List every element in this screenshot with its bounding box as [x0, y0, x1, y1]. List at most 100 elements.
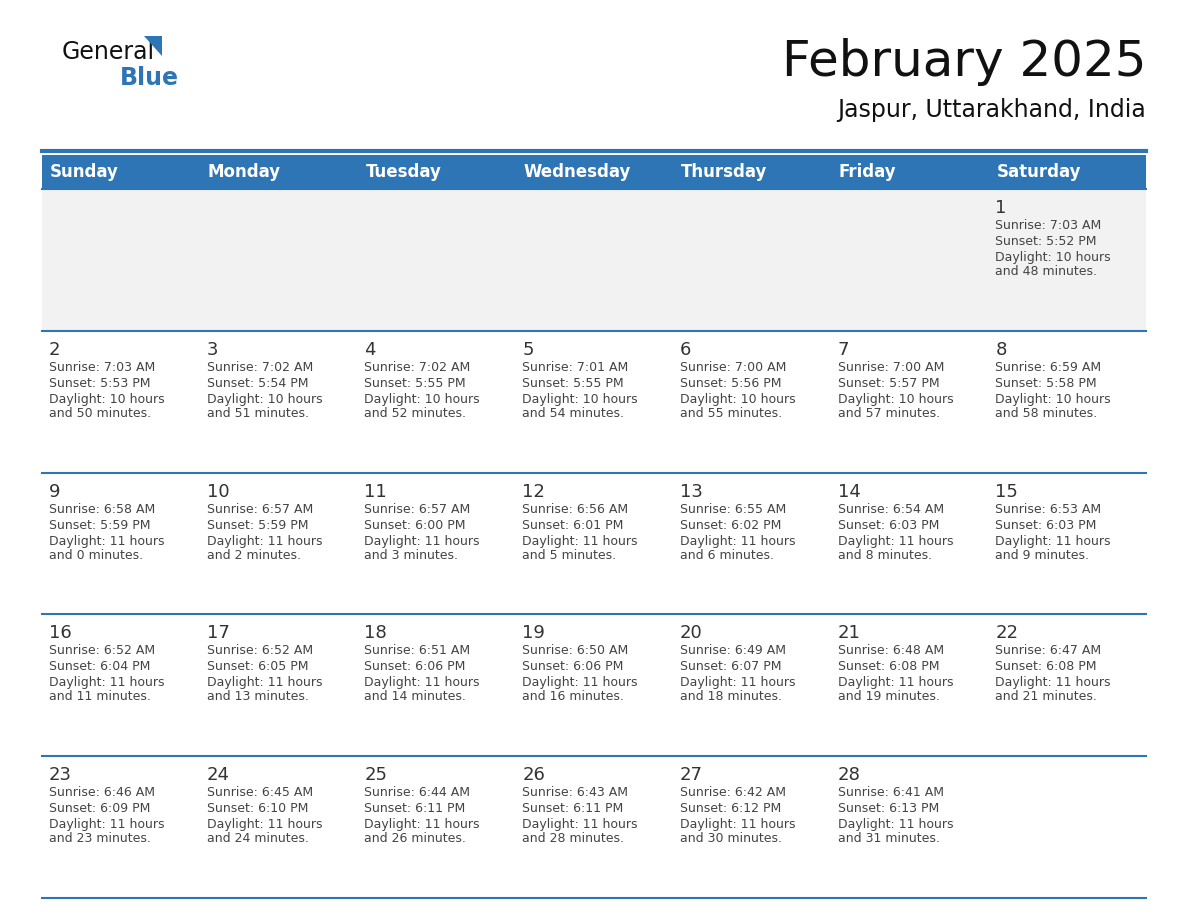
- Text: and 3 minutes.: and 3 minutes.: [365, 549, 459, 562]
- Text: 12: 12: [523, 483, 545, 500]
- Text: Daylight: 10 hours: Daylight: 10 hours: [207, 393, 322, 406]
- Text: Sunset: 5:58 PM: Sunset: 5:58 PM: [996, 376, 1097, 390]
- Text: 13: 13: [680, 483, 703, 500]
- Text: Sunrise: 6:43 AM: Sunrise: 6:43 AM: [523, 786, 628, 800]
- Text: Daylight: 10 hours: Daylight: 10 hours: [49, 393, 165, 406]
- Text: and 11 minutes.: and 11 minutes.: [49, 690, 151, 703]
- Text: Blue: Blue: [120, 66, 179, 90]
- Text: 10: 10: [207, 483, 229, 500]
- Text: Sunrise: 6:47 AM: Sunrise: 6:47 AM: [996, 644, 1101, 657]
- Text: Daylight: 11 hours: Daylight: 11 hours: [49, 818, 164, 831]
- Text: Sunrise: 7:02 AM: Sunrise: 7:02 AM: [207, 361, 312, 374]
- Text: and 0 minutes.: and 0 minutes.: [49, 549, 143, 562]
- Text: 8: 8: [996, 341, 1006, 359]
- Text: Sunset: 6:08 PM: Sunset: 6:08 PM: [838, 660, 939, 674]
- Text: 21: 21: [838, 624, 860, 643]
- Text: Daylight: 11 hours: Daylight: 11 hours: [838, 534, 953, 548]
- Text: Sunrise: 7:00 AM: Sunrise: 7:00 AM: [838, 361, 944, 374]
- Text: 26: 26: [523, 767, 545, 784]
- Text: and 52 minutes.: and 52 minutes.: [365, 407, 467, 420]
- Text: Sunrise: 6:48 AM: Sunrise: 6:48 AM: [838, 644, 943, 657]
- Text: Daylight: 11 hours: Daylight: 11 hours: [996, 677, 1111, 689]
- Text: Daylight: 10 hours: Daylight: 10 hours: [996, 393, 1111, 406]
- Text: Friday: Friday: [839, 163, 896, 181]
- Text: Daylight: 10 hours: Daylight: 10 hours: [996, 251, 1111, 264]
- Text: 28: 28: [838, 767, 860, 784]
- Text: and 51 minutes.: and 51 minutes.: [207, 407, 309, 420]
- Text: 9: 9: [49, 483, 61, 500]
- Bar: [42, 155, 200, 189]
- Text: Sunrise: 6:58 AM: Sunrise: 6:58 AM: [49, 502, 156, 516]
- Text: and 24 minutes.: and 24 minutes.: [207, 833, 309, 845]
- Text: Daylight: 11 hours: Daylight: 11 hours: [365, 534, 480, 548]
- Text: Sunrise: 6:52 AM: Sunrise: 6:52 AM: [49, 644, 156, 657]
- Polygon shape: [144, 36, 162, 56]
- Text: Daylight: 11 hours: Daylight: 11 hours: [838, 818, 953, 831]
- Text: Sunrise: 7:02 AM: Sunrise: 7:02 AM: [365, 361, 470, 374]
- Text: Sunrise: 6:59 AM: Sunrise: 6:59 AM: [996, 361, 1101, 374]
- Text: and 6 minutes.: and 6 minutes.: [680, 549, 773, 562]
- Text: Daylight: 10 hours: Daylight: 10 hours: [523, 393, 638, 406]
- Text: Sunset: 6:13 PM: Sunset: 6:13 PM: [838, 802, 939, 815]
- Text: Sunrise: 6:51 AM: Sunrise: 6:51 AM: [365, 644, 470, 657]
- Text: 24: 24: [207, 767, 229, 784]
- Text: 2: 2: [49, 341, 61, 359]
- Bar: [200, 155, 358, 189]
- Text: Sunrise: 6:44 AM: Sunrise: 6:44 AM: [365, 786, 470, 800]
- Text: Sunrise: 6:52 AM: Sunrise: 6:52 AM: [207, 644, 312, 657]
- Text: 3: 3: [207, 341, 219, 359]
- Text: 16: 16: [49, 624, 71, 643]
- Text: and 30 minutes.: and 30 minutes.: [680, 833, 782, 845]
- Text: Sunset: 5:59 PM: Sunset: 5:59 PM: [207, 519, 308, 532]
- Text: Sunset: 6:05 PM: Sunset: 6:05 PM: [207, 660, 308, 674]
- Text: Sunset: 6:02 PM: Sunset: 6:02 PM: [680, 519, 782, 532]
- Bar: [672, 155, 830, 189]
- Text: Sunset: 5:56 PM: Sunset: 5:56 PM: [680, 376, 782, 390]
- Text: Sunrise: 6:50 AM: Sunrise: 6:50 AM: [523, 644, 628, 657]
- Text: Daylight: 11 hours: Daylight: 11 hours: [207, 677, 322, 689]
- Text: and 28 minutes.: and 28 minutes.: [523, 833, 624, 845]
- Bar: [358, 155, 516, 189]
- Text: Sunset: 6:08 PM: Sunset: 6:08 PM: [996, 660, 1097, 674]
- Text: Sunrise: 6:53 AM: Sunrise: 6:53 AM: [996, 502, 1101, 516]
- Text: Sunset: 6:03 PM: Sunset: 6:03 PM: [838, 519, 939, 532]
- Text: 15: 15: [996, 483, 1018, 500]
- Text: 25: 25: [365, 767, 387, 784]
- Text: 27: 27: [680, 767, 703, 784]
- Text: Sunset: 6:11 PM: Sunset: 6:11 PM: [523, 802, 624, 815]
- Text: Sunrise: 7:01 AM: Sunrise: 7:01 AM: [523, 361, 628, 374]
- Text: Daylight: 10 hours: Daylight: 10 hours: [680, 393, 796, 406]
- Text: 1: 1: [996, 199, 1006, 217]
- Text: Sunrise: 6:49 AM: Sunrise: 6:49 AM: [680, 644, 785, 657]
- Text: Sunset: 6:04 PM: Sunset: 6:04 PM: [49, 660, 151, 674]
- Text: Sunset: 6:03 PM: Sunset: 6:03 PM: [996, 519, 1097, 532]
- Text: Sunrise: 7:03 AM: Sunrise: 7:03 AM: [996, 219, 1101, 232]
- Text: Jaspur, Uttarakhand, India: Jaspur, Uttarakhand, India: [838, 98, 1146, 122]
- Text: Daylight: 10 hours: Daylight: 10 hours: [838, 393, 953, 406]
- Text: 14: 14: [838, 483, 860, 500]
- Text: and 14 minutes.: and 14 minutes.: [365, 690, 467, 703]
- Text: and 55 minutes.: and 55 minutes.: [680, 407, 782, 420]
- Text: Daylight: 11 hours: Daylight: 11 hours: [680, 534, 795, 548]
- Text: Thursday: Thursday: [681, 163, 767, 181]
- Text: Sunset: 6:06 PM: Sunset: 6:06 PM: [365, 660, 466, 674]
- Bar: [42, 756, 1146, 898]
- Text: 23: 23: [49, 767, 72, 784]
- Text: and 26 minutes.: and 26 minutes.: [365, 833, 467, 845]
- Text: Sunrise: 6:57 AM: Sunrise: 6:57 AM: [207, 502, 312, 516]
- Text: Daylight: 11 hours: Daylight: 11 hours: [207, 818, 322, 831]
- Bar: [42, 189, 1146, 330]
- Text: Sunrise: 6:45 AM: Sunrise: 6:45 AM: [207, 786, 312, 800]
- Text: Daylight: 11 hours: Daylight: 11 hours: [523, 818, 638, 831]
- Text: 11: 11: [365, 483, 387, 500]
- Text: Daylight: 11 hours: Daylight: 11 hours: [523, 677, 638, 689]
- Text: Monday: Monday: [208, 163, 280, 181]
- Text: Sunset: 6:06 PM: Sunset: 6:06 PM: [523, 660, 624, 674]
- Text: Daylight: 11 hours: Daylight: 11 hours: [680, 677, 795, 689]
- Text: 20: 20: [680, 624, 702, 643]
- Text: 17: 17: [207, 624, 229, 643]
- Text: 22: 22: [996, 624, 1018, 643]
- Bar: [42, 614, 1146, 756]
- Text: and 50 minutes.: and 50 minutes.: [49, 407, 151, 420]
- Text: Sunset: 5:55 PM: Sunset: 5:55 PM: [523, 376, 624, 390]
